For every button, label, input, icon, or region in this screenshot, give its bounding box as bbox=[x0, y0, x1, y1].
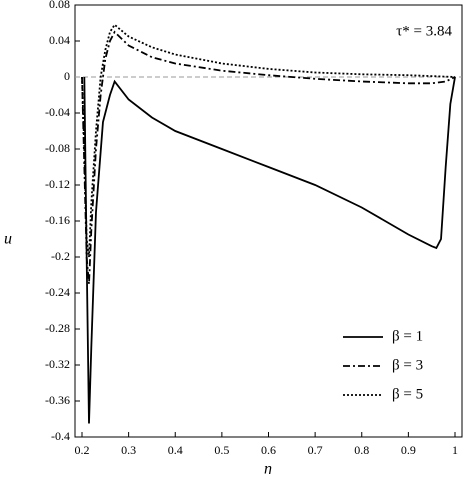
x-tick-label: 0.4 bbox=[168, 443, 183, 457]
x-tick-label: 1 bbox=[452, 443, 458, 457]
series-line bbox=[81, 30, 456, 285]
y-tick-label: -0.08 bbox=[45, 141, 70, 155]
y-tick-label: -0.24 bbox=[45, 285, 70, 299]
y-tick-label: 0.08 bbox=[49, 0, 70, 11]
y-tick-label: -0.04 bbox=[45, 105, 70, 119]
series-line bbox=[83, 76, 456, 424]
x-tick-label: 0.8 bbox=[354, 443, 369, 457]
x-axis-label: η bbox=[264, 461, 272, 474]
y-tick-label: -0.4 bbox=[51, 429, 70, 443]
legend-label: β = 1 bbox=[392, 328, 423, 344]
y-tick-label: -0.28 bbox=[45, 321, 70, 335]
x-tick-label: 0.6 bbox=[261, 443, 276, 457]
legend-label: β = 3 bbox=[392, 357, 423, 373]
x-tick-label: 0.2 bbox=[74, 443, 89, 457]
y-tick-label: -0.36 bbox=[45, 393, 70, 407]
y-tick-label: -0.12 bbox=[45, 177, 70, 191]
x-tick-label: 0.5 bbox=[214, 443, 229, 457]
x-tick-label: 0.9 bbox=[401, 443, 416, 457]
y-tick-label: -0.16 bbox=[45, 213, 70, 227]
x-tick-label: 0.3 bbox=[121, 443, 136, 457]
legend-label: β = 5 bbox=[392, 386, 423, 402]
y-tick-label: -0.2 bbox=[51, 249, 70, 263]
y-tick-label: 0 bbox=[64, 69, 70, 83]
annotation: τ* = 3.84 bbox=[396, 23, 452, 39]
series-line bbox=[81, 23, 456, 258]
y-tick-label: -0.32 bbox=[45, 357, 70, 371]
y-axis-label: u bbox=[4, 231, 12, 248]
x-tick-label: 0.7 bbox=[308, 443, 323, 457]
y-tick-label: 0.04 bbox=[49, 33, 70, 47]
